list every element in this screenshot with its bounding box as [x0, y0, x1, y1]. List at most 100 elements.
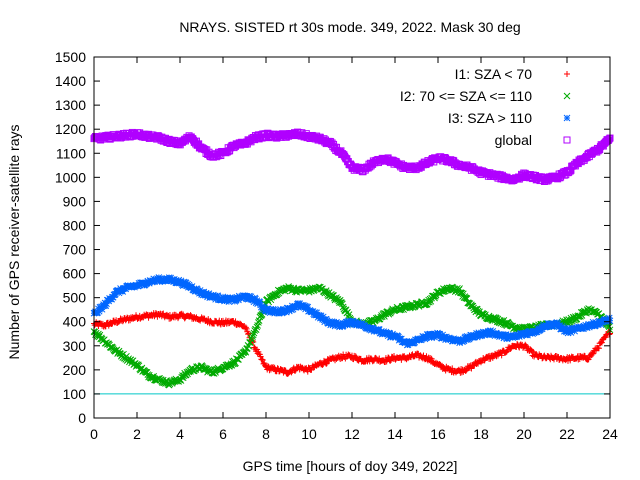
data-point	[170, 276, 178, 283]
data-point	[102, 302, 110, 309]
y-tick-label: 900	[63, 193, 87, 209]
data-point	[153, 277, 161, 285]
data-point	[500, 334, 508, 342]
data-point	[249, 331, 257, 339]
data-point	[597, 321, 605, 328]
y-axis-label: Number of GPS receiver-satellite rays	[6, 125, 22, 360]
data-point	[498, 352, 505, 359]
data-point	[427, 355, 434, 362]
data-point	[274, 365, 281, 372]
data-point	[250, 298, 258, 306]
data-point	[98, 305, 106, 313]
data-point	[428, 355, 435, 362]
data-point	[214, 292, 222, 300]
data-point	[255, 319, 262, 326]
y-tick-label: 1000	[55, 169, 86, 185]
data-point	[469, 302, 477, 310]
data-point	[242, 324, 249, 331]
y-tick-label: 700	[63, 242, 87, 258]
data-point	[304, 303, 312, 311]
data-point	[507, 345, 514, 352]
axis-ticks: 0100200300400500600700800900100011001200…	[55, 49, 618, 442]
data-point	[575, 356, 582, 363]
series-0	[91, 310, 613, 377]
data-point	[193, 286, 201, 293]
x-tick-label: 10	[301, 426, 317, 442]
data-point	[582, 321, 590, 329]
x-tick-label: 14	[387, 426, 403, 442]
data-point	[556, 322, 564, 329]
data-point	[322, 287, 330, 294]
data-point	[602, 334, 609, 341]
data-point	[420, 352, 427, 359]
legend-marker	[564, 71, 570, 77]
x-axis-label: GPS time [hours of doy 349, 2022]	[243, 458, 458, 474]
data-point	[552, 321, 559, 329]
data-point	[95, 307, 103, 315]
data-point	[299, 301, 307, 309]
y-tick-label: 600	[63, 266, 87, 282]
x-tick-label: 18	[473, 426, 489, 442]
data-point	[597, 340, 604, 347]
data-point	[605, 135, 613, 143]
data-point	[487, 327, 494, 334]
data-point	[457, 369, 464, 376]
data-point	[352, 353, 359, 360]
data-point	[538, 325, 546, 333]
y-tick-label: 1200	[55, 121, 86, 137]
x-tick-label: 8	[262, 426, 270, 442]
legend-marker	[563, 92, 571, 100]
x-tick-label: 0	[90, 426, 98, 442]
data-point	[177, 277, 185, 285]
data-point	[277, 305, 284, 313]
series-3	[90, 128, 614, 185]
data-point	[279, 309, 287, 316]
x-tick-label: 20	[516, 426, 532, 442]
x-tick-label: 4	[176, 426, 184, 442]
plot-frame	[93, 56, 611, 419]
legend-label: global	[495, 132, 532, 148]
y-tick-label: 300	[63, 338, 87, 354]
data-point	[256, 299, 264, 306]
x-tick-label: 24	[602, 426, 618, 442]
data-point	[437, 332, 444, 340]
data-point	[263, 307, 270, 315]
legend-label: I2: 70 <= SZA <= 110	[400, 88, 532, 104]
data-point	[595, 345, 602, 352]
x-tick-label: 22	[559, 426, 575, 442]
data-point	[200, 288, 208, 296]
data-point	[561, 325, 569, 332]
data-point	[243, 325, 250, 332]
data-point	[112, 290, 119, 298]
data-point	[590, 350, 597, 357]
y-tick-label: 0	[78, 410, 86, 426]
data-point	[320, 316, 328, 324]
data-point	[460, 337, 468, 345]
data-point	[323, 360, 330, 367]
y-tick-label: 800	[63, 217, 87, 233]
data-point	[489, 328, 497, 335]
data-point	[188, 283, 196, 290]
x-tick-label: 2	[133, 426, 141, 442]
y-tick-label: 100	[63, 386, 87, 402]
legend-marker	[563, 136, 571, 144]
legend: I1: SZA < 70 I2: 70 <= SZA <= 110 I3: SZA …	[400, 66, 571, 148]
data-point	[102, 323, 109, 330]
data-point	[598, 339, 605, 346]
data-point	[175, 315, 182, 322]
x-tick-label: 16	[430, 426, 446, 442]
data-point	[175, 276, 183, 284]
y-tick-label: 200	[63, 362, 87, 378]
data-point	[591, 322, 599, 330]
y-tick-label: 1300	[55, 97, 86, 113]
y-tick-label: 400	[63, 314, 87, 330]
data-point	[438, 362, 445, 369]
series-layer	[90, 128, 614, 389]
data-point	[436, 330, 444, 338]
data-point	[314, 311, 321, 319]
data-point	[249, 333, 256, 340]
data-point	[493, 353, 500, 360]
data-point	[247, 293, 255, 301]
y-tick-label: 1100	[56, 145, 86, 161]
legend-label: I1: SZA < 70	[455, 66, 533, 82]
